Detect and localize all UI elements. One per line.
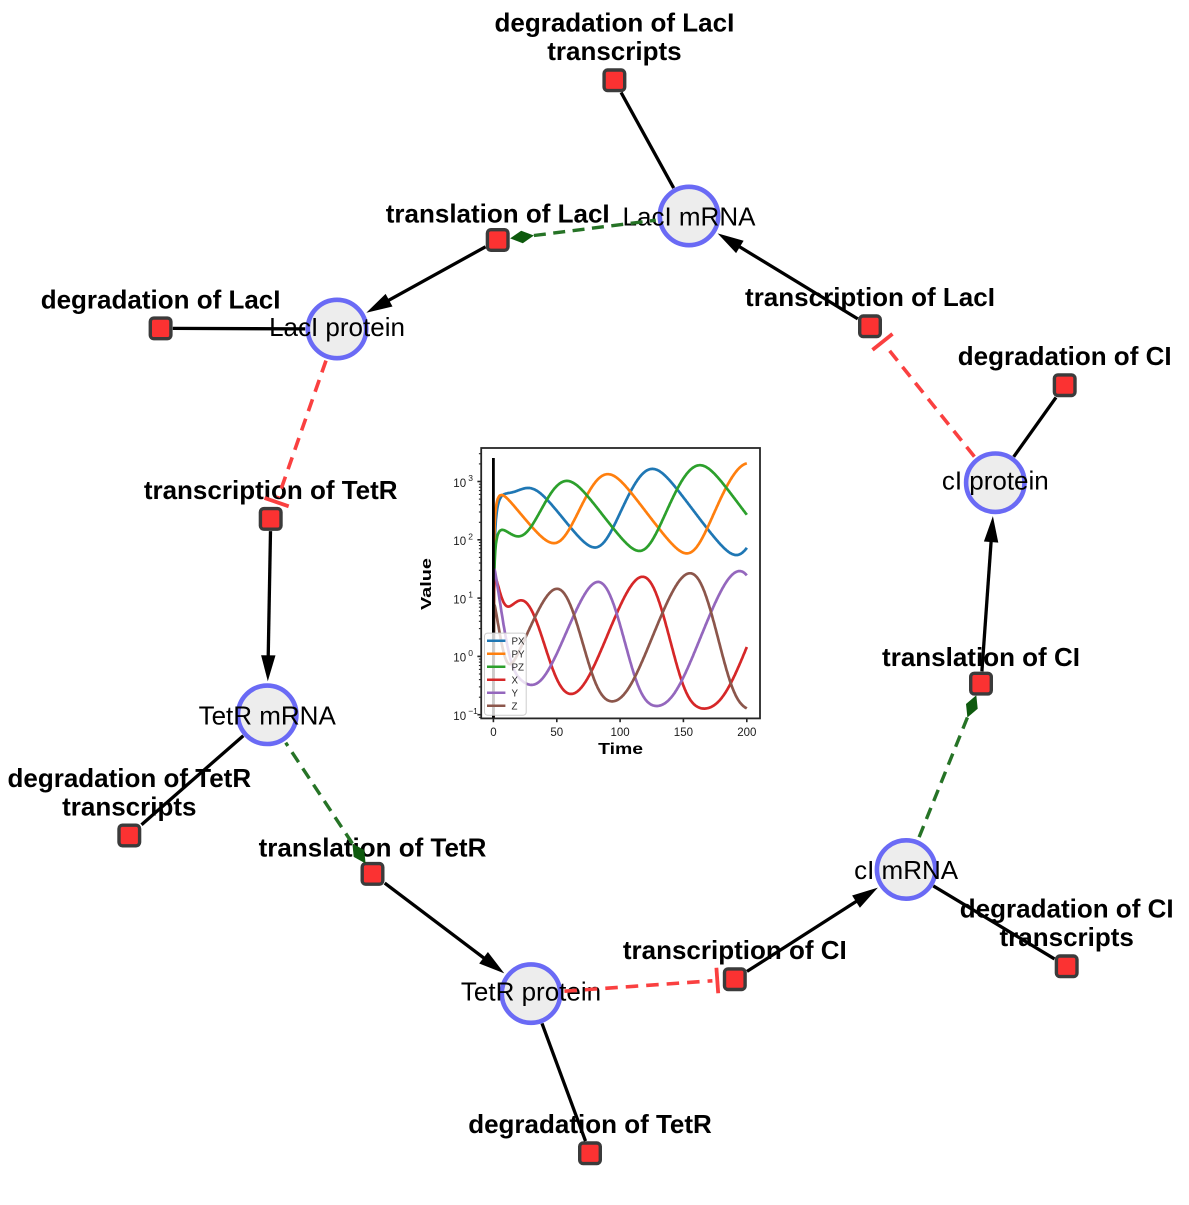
svg-text:transcription of LacI: transcription of LacI [745, 282, 995, 312]
svg-text:degradation of LacI: degradation of LacI [494, 8, 734, 38]
svg-text:3: 3 [468, 473, 473, 483]
svg-text:100: 100 [611, 727, 630, 739]
svg-text:LacI mRNA: LacI mRNA [623, 202, 757, 232]
svg-text:50: 50 [550, 727, 563, 739]
svg-text:1: 1 [468, 590, 473, 600]
svg-text:150: 150 [674, 727, 693, 739]
svg-text:Y: Y [512, 689, 519, 700]
svg-text:10: 10 [453, 594, 466, 606]
svg-text:10: 10 [453, 653, 466, 665]
svg-text:Value: Value [418, 558, 435, 610]
svg-text:Z: Z [512, 702, 518, 713]
svg-text:0: 0 [468, 648, 473, 658]
svg-text:10: 10 [453, 478, 466, 490]
svg-text:transcripts: transcripts [1000, 922, 1134, 952]
svg-text:degradation of TetR: degradation of TetR [7, 763, 251, 793]
svg-text:PZ: PZ [512, 663, 525, 674]
svg-text:transcription of CI: transcription of CI [623, 935, 847, 965]
svg-text:PX: PX [512, 637, 526, 648]
svg-text:10: 10 [453, 536, 466, 548]
svg-text:translation of LacI: translation of LacI [386, 199, 610, 229]
svg-text:cI protein: cI protein [942, 466, 1049, 496]
svg-text:degradation of TetR: degradation of TetR [468, 1109, 712, 1139]
svg-text:PY: PY [512, 650, 526, 661]
svg-text:−1: −1 [468, 706, 478, 716]
svg-text:TetR protein: TetR protein [461, 976, 601, 1006]
svg-text:2: 2 [468, 531, 473, 541]
svg-text:TetR mRNA: TetR mRNA [199, 700, 337, 730]
svg-text:200: 200 [737, 727, 756, 739]
svg-text:LacI protein: LacI protein [269, 312, 405, 342]
svg-text:cI mRNA: cI mRNA [854, 855, 959, 885]
svg-text:degradation of CI: degradation of CI [960, 894, 1174, 924]
svg-text:translation of TetR: translation of TetR [259, 833, 487, 863]
svg-text:degradation of LacI: degradation of LacI [41, 284, 281, 314]
svg-text:0: 0 [490, 727, 496, 739]
svg-text:10: 10 [453, 711, 466, 723]
svg-text:Time: Time [598, 741, 643, 758]
svg-text:transcripts: transcripts [547, 36, 681, 66]
svg-text:degradation of CI: degradation of CI [958, 341, 1172, 371]
svg-text:X: X [512, 676, 519, 687]
